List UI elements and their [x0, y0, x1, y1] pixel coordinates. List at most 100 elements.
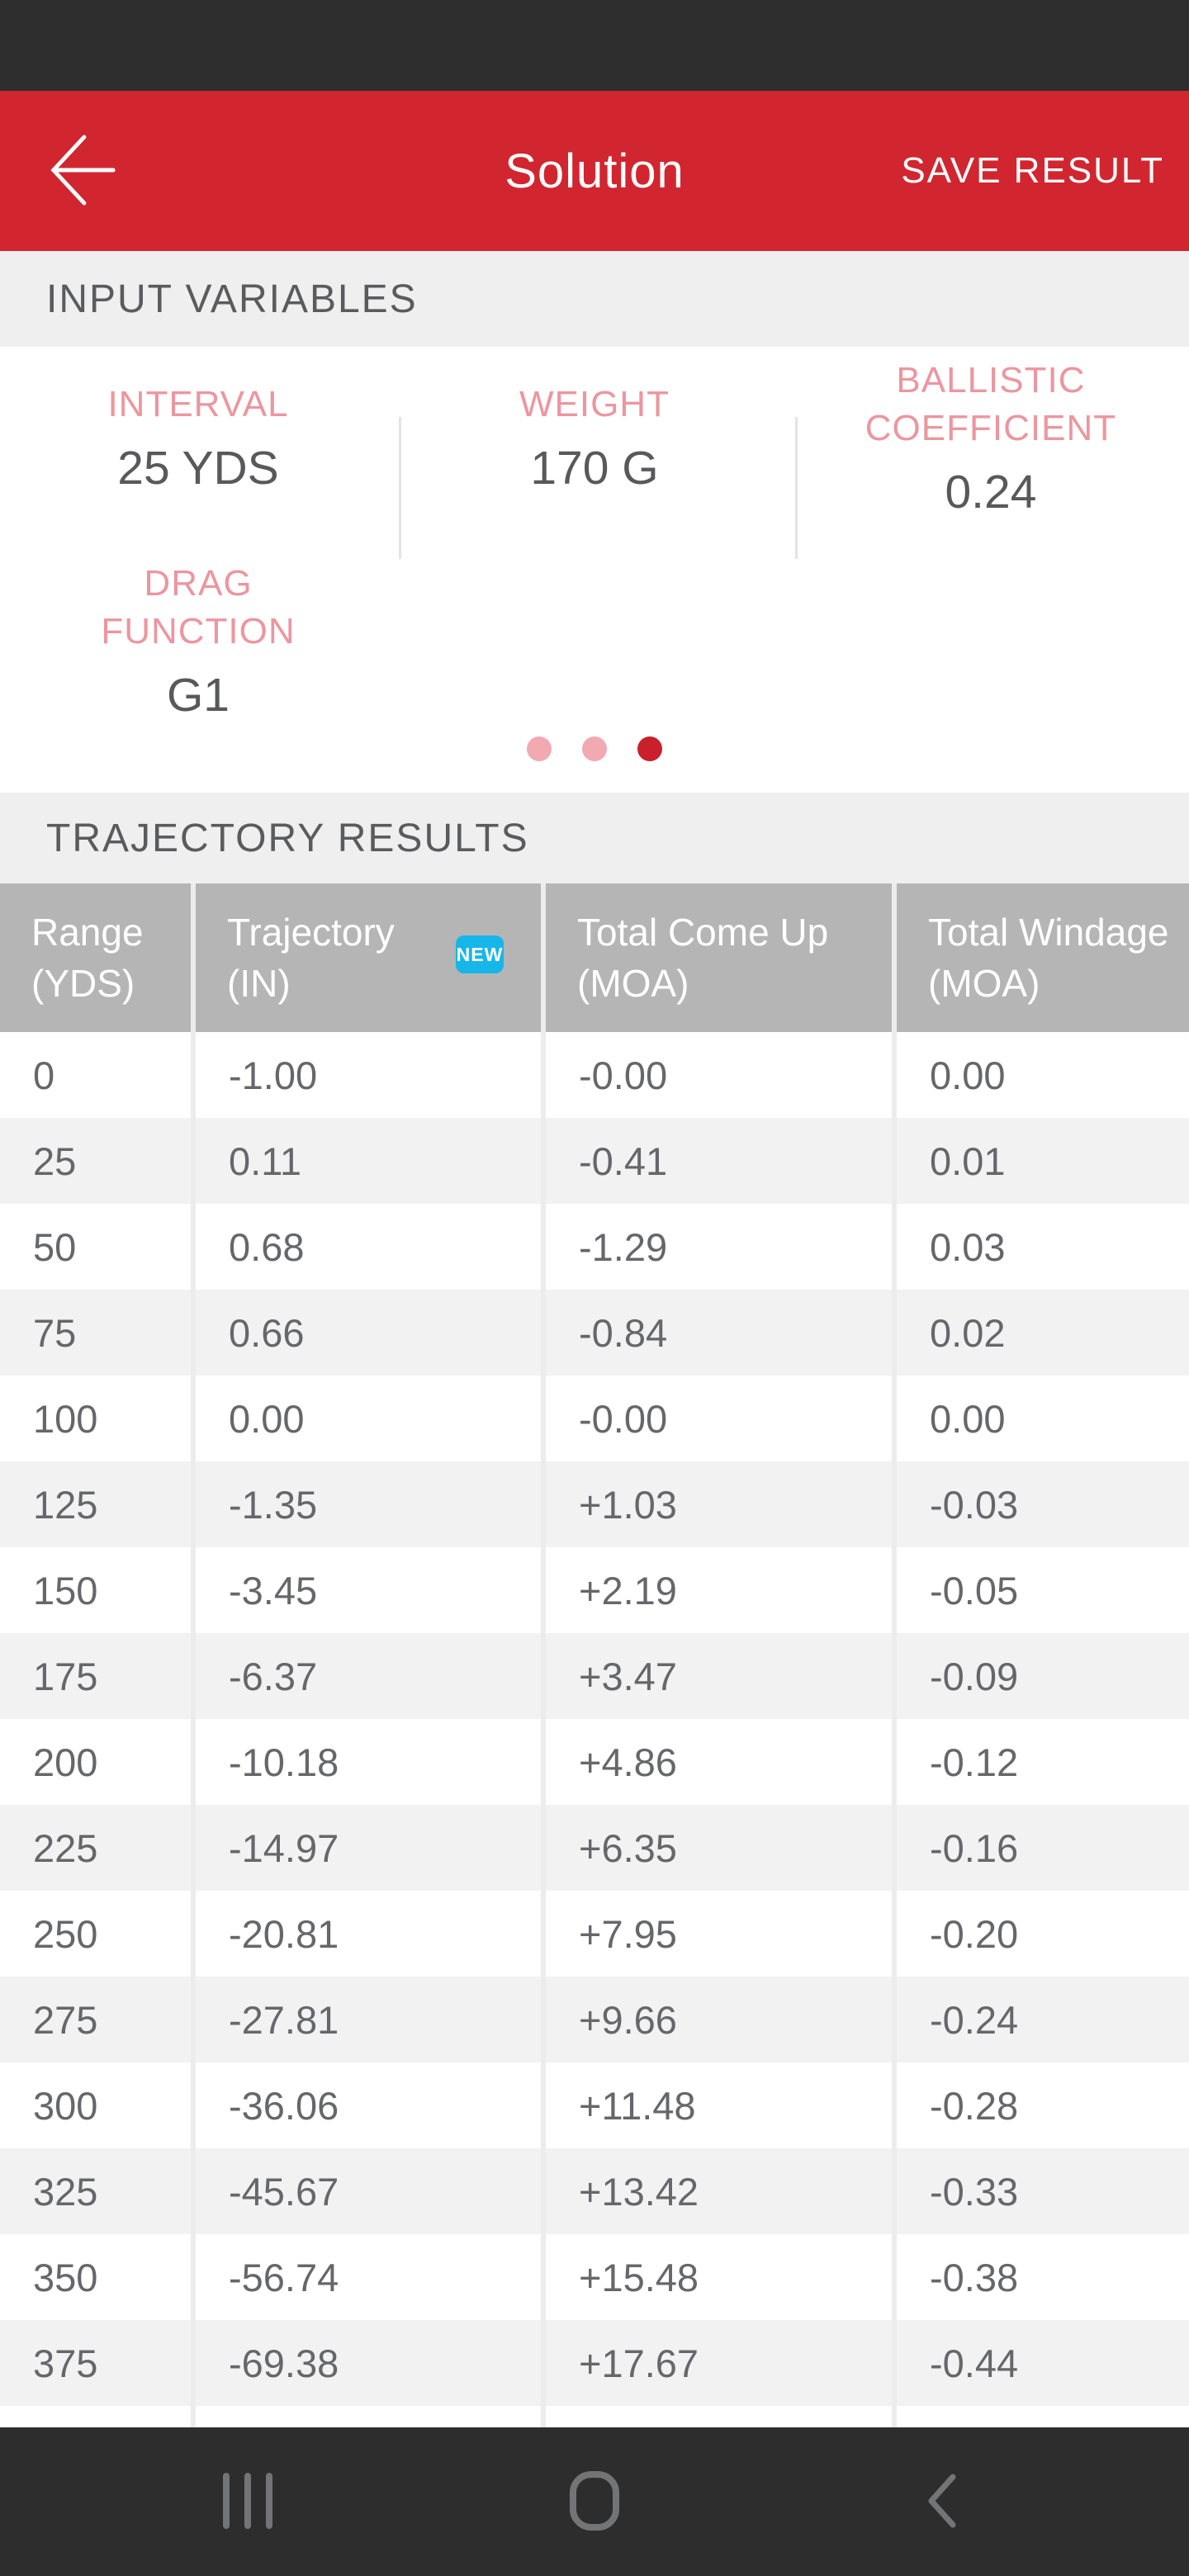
new-badge: NEW: [456, 935, 504, 973]
trajectory-table[interactable]: Range (YDS) Trajectory (IN) NEW Total Co…: [0, 883, 1189, 2427]
cell-total-come-up: +17.67: [546, 2320, 892, 2406]
cell-total-windage: -0.09: [897, 1633, 1189, 1719]
home-icon: [569, 2470, 620, 2534]
cell-range: 350: [0, 2234, 191, 2320]
field-value: G1: [166, 669, 230, 722]
field-divider: [399, 417, 401, 559]
cell-total-come-up: -0.84: [546, 1290, 892, 1376]
status-bar: [0, 0, 1189, 91]
cell-total-windage: -0.33: [897, 2148, 1189, 2234]
cell-range: 200: [0, 1719, 191, 1805]
column-header-line2: (MOA): [928, 962, 1040, 1005]
trajectory-results-section-title: TRAJECTORY RESULTS: [0, 793, 1189, 883]
cell-total-windage: 0.01: [897, 1118, 1189, 1204]
table-row: 375 -69.38 +17.67 -0.44: [0, 2320, 1189, 2406]
column-header-line1: Trajectory: [227, 911, 395, 954]
column-header-line1: Total Come Up: [577, 911, 829, 954]
column-header-range: Range (YDS): [0, 883, 191, 1032]
cell-trajectory: -69.38: [196, 2320, 541, 2406]
cell-total-windage: 0.00: [897, 1032, 1189, 1118]
cell-trajectory: -14.97: [196, 1805, 541, 1891]
field-value: 25 YDS: [117, 442, 279, 495]
cell-total-windage: -0.05: [897, 1547, 1189, 1633]
cell-total-windage: -0.44: [897, 2320, 1189, 2406]
page-dot-3[interactable]: [637, 736, 662, 761]
column-header-line1: Total Windage: [928, 911, 1169, 954]
table-row: 150 -3.45 +2.19 -0.05: [0, 1547, 1189, 1633]
table-row: 250 -20.81 +7.95 -0.20: [0, 1891, 1189, 1977]
cell-trajectory: 0.68: [196, 1204, 541, 1290]
table-row: 75 0.66 -0.84 0.02: [0, 1290, 1189, 1376]
column-header-line1: Range: [31, 911, 144, 954]
cell-trajectory: -1.00: [196, 1032, 541, 1118]
table-header-row: Range (YDS) Trajectory (IN) NEW Total Co…: [0, 883, 1189, 1032]
cell-range: 225: [0, 1805, 191, 1891]
cell-total-windage: -0.12: [897, 1719, 1189, 1805]
input-variables-section-title: INPUT VARIABLES: [0, 251, 1189, 347]
cell-total-come-up: +3.47: [546, 1633, 892, 1719]
back-nav-button[interactable]: [904, 2465, 978, 2539]
cell-trajectory: -27.81: [196, 1977, 541, 2062]
cell-total-come-up: -1.29: [546, 1204, 892, 1290]
table-row: 175 -6.37 +3.47 -0.09: [0, 1633, 1189, 1719]
page-title: Solution: [504, 144, 685, 198]
cell-range: 250: [0, 1891, 191, 1977]
cell-range: 0: [0, 1032, 191, 1118]
back-arrow-icon: [45, 132, 118, 211]
page-dot-1[interactable]: [527, 736, 552, 761]
column-header-trajectory: Trajectory (IN) NEW: [196, 883, 541, 1032]
cell-range: 75: [0, 1290, 191, 1376]
cell-range: 150: [0, 1547, 191, 1633]
table-row: 225 -14.97 +6.35 -0.16: [0, 1805, 1189, 1891]
cell-trajectory: 0.66: [196, 1290, 541, 1376]
page-indicator: [0, 736, 1189, 761]
field-drag-function: DRAG FUNCTION G1: [0, 560, 396, 725]
cell-trajectory: [196, 2406, 541, 2427]
cell-total-windage: 0.02: [897, 1290, 1189, 1376]
input-fields-row-2: DRAG FUNCTION G1: [0, 532, 1189, 725]
page-dot-2[interactable]: [582, 736, 607, 761]
field-label: INTERVAL: [107, 384, 289, 424]
back-button[interactable]: [36, 125, 127, 216]
cell-total-come-up: -0.00: [546, 1376, 892, 1461]
table-body[interactable]: 0 -1.00 -0.00 0.00 25 0.11 -0.41 0.01 50…: [0, 1032, 1189, 2427]
field-ballistic-coefficient: BALLISTIC COEFFICIENT 0.24: [793, 357, 1189, 522]
column-header-total-windage: Total Windage (MOA): [897, 883, 1189, 1032]
column-header-line2: (MOA): [577, 962, 689, 1005]
recents-button[interactable]: [211, 2465, 285, 2539]
cell-trajectory: -36.06: [196, 2062, 541, 2148]
cell-total-windage: 0.00: [897, 1376, 1189, 1461]
cell-range: 125: [0, 1461, 191, 1547]
cell-total-windage: -0.24: [897, 1977, 1189, 2062]
table-row: 50 0.68 -1.29 0.03: [0, 1204, 1189, 1290]
field-label: DRAG FUNCTION: [101, 563, 296, 651]
save-result-button[interactable]: SAVE RESULT: [884, 134, 1181, 208]
cell-trajectory: 0.11: [196, 1118, 541, 1204]
table-row: 125 -1.35 +1.03 -0.03: [0, 1461, 1189, 1547]
field-value: 0.24: [945, 466, 1037, 519]
app-header: Solution SAVE RESULT: [0, 91, 1189, 251]
field-value: 170 G: [530, 442, 659, 495]
field-weight: WEIGHT 170 G: [396, 381, 793, 498]
input-variables-panel: INTERVAL 25 YDS WEIGHT 170 G BALLISTIC C…: [0, 347, 1189, 793]
cell-trajectory: -1.35: [196, 1461, 541, 1547]
cell-range: 100: [0, 1376, 191, 1461]
home-button[interactable]: [557, 2465, 632, 2539]
cell-total-windage: -0.16: [897, 1805, 1189, 1891]
cell-total-windage: [897, 2406, 1189, 2427]
cell-range: [0, 2406, 191, 2427]
cell-trajectory: -45.67: [196, 2148, 541, 2234]
field-label: BALLISTIC COEFFICIENT: [865, 360, 1117, 448]
cell-total-come-up: +7.95: [546, 1891, 892, 1977]
cell-range: 325: [0, 2148, 191, 2234]
input-fields-row-1: INTERVAL 25 YDS WEIGHT 170 G BALLISTIC C…: [0, 347, 1189, 532]
cell-range: 50: [0, 1204, 191, 1290]
table-row: 0 -1.00 -0.00 0.00: [0, 1032, 1189, 1118]
cell-trajectory: 0.00: [196, 1376, 541, 1461]
table-row: 25 0.11 -0.41 0.01: [0, 1118, 1189, 1204]
cell-total-windage: -0.28: [897, 2062, 1189, 2148]
cell-total-come-up: [546, 2406, 892, 2427]
cell-trajectory: -56.74: [196, 2234, 541, 2320]
cell-total-come-up: -0.41: [546, 1118, 892, 1204]
column-header-line2: (YDS): [31, 962, 135, 1005]
